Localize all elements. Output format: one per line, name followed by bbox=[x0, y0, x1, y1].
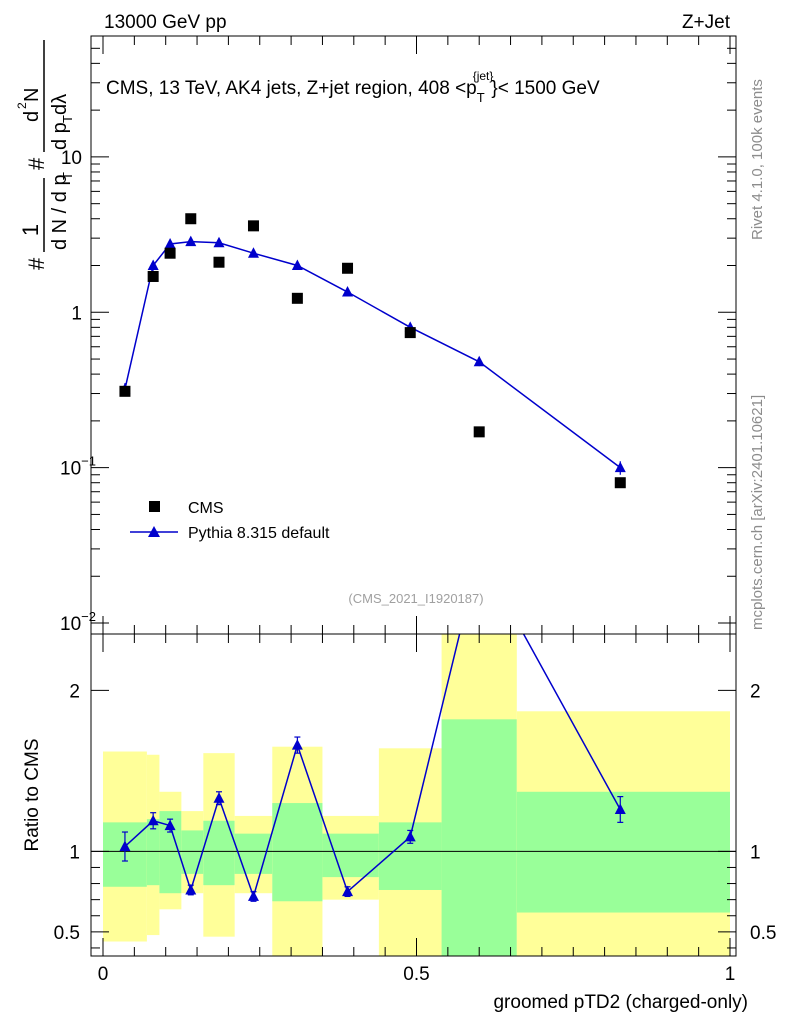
analysis-reference: (CMS_2021_I1920187) bbox=[348, 591, 483, 606]
cms-point bbox=[119, 385, 131, 397]
pythia-point bbox=[185, 235, 197, 247]
x-axis-label: groomed pTD2 (charged-only) bbox=[493, 992, 748, 1013]
pythia-point bbox=[247, 247, 259, 258]
ylabel-mid: # bbox=[24, 157, 49, 170]
ratio-band-green bbox=[146, 819, 160, 886]
ylabel-num-2: d bbox=[21, 111, 43, 122]
cms-point bbox=[147, 270, 159, 282]
ylabel-prefix: # bbox=[24, 257, 49, 270]
x-tick-label: 0 bbox=[98, 964, 109, 985]
ratio-plot: 0.5 0.5 1 1 2 2 0 0.5 1 Ratio to CMS groomed pT… bbox=[22, 548, 776, 1013]
ratio-point bbox=[247, 890, 259, 901]
cms-point bbox=[164, 247, 176, 259]
ratio-y-tick-label-left: 1 bbox=[69, 842, 80, 863]
pythia-point bbox=[164, 238, 176, 249]
ratio-y-tick-label-right: 2 bbox=[750, 681, 761, 702]
cms-point bbox=[291, 292, 303, 304]
main-y-tick-label: 1 bbox=[71, 303, 82, 324]
ylabel-den-1: d N / d p bbox=[49, 174, 71, 250]
pythia-point bbox=[342, 286, 354, 297]
x-tick-label: 0.5 bbox=[403, 964, 429, 985]
ratio-y-tick-label-left: 0.5 bbox=[54, 923, 80, 944]
pythia-point bbox=[614, 461, 626, 473]
ratio-point bbox=[474, 548, 485, 559]
ratio-band-green bbox=[234, 833, 273, 874]
ratio-point bbox=[164, 819, 176, 831]
ratio-point bbox=[404, 830, 416, 842]
cms-point bbox=[473, 426, 485, 438]
ylabel-den-2-sub: T bbox=[60, 115, 75, 123]
ratio-band-green bbox=[441, 719, 517, 956]
legend-cms-marker bbox=[149, 501, 160, 512]
cms-point bbox=[614, 477, 626, 489]
ylabel-num-1: 1 bbox=[18, 224, 43, 236]
ratio-y-tick-label-right: 1 bbox=[750, 842, 761, 863]
side-label-bottom: mcplots.cern.ch [arXiv:2401.10621] bbox=[749, 395, 766, 630]
pythia-point bbox=[213, 236, 225, 248]
ratio-point bbox=[342, 885, 354, 897]
ylabel-num-2-sup: 2 bbox=[15, 102, 29, 109]
pythia-point bbox=[147, 259, 159, 271]
header-right: Z+Jet bbox=[682, 12, 731, 33]
cms-point bbox=[342, 262, 354, 274]
ratio-y-tick-label-right: 0.5 bbox=[750, 923, 776, 944]
ratio-band-green bbox=[272, 803, 323, 902]
ratio-point bbox=[147, 814, 159, 826]
cms-point bbox=[185, 213, 197, 225]
main-plot-title: CMS, 13 TeV, AK4 jets, Z+jet region, 408… bbox=[106, 69, 600, 105]
ratio-point bbox=[213, 792, 225, 803]
ratio-band-green bbox=[322, 833, 379, 878]
ratio-point bbox=[291, 739, 303, 750]
cms-point bbox=[213, 256, 225, 268]
ylabel-den-2-tail: dλ bbox=[49, 94, 71, 115]
y-axis-label: # 1 d N / d p T # d 2 N d p T dλ bbox=[15, 40, 75, 270]
ratio-y-tick-label-left: 2 bbox=[69, 681, 80, 702]
ratio-plot-frame bbox=[90, 633, 737, 957]
legend-pythia-label: Pythia 8.315 default bbox=[188, 525, 330, 542]
pythia-line bbox=[124, 240, 621, 469]
main-y-tick-label: 10 bbox=[61, 148, 82, 169]
legend-pythia-marker bbox=[148, 526, 160, 537]
header-left: 13000 GeV pp bbox=[104, 12, 227, 33]
ylabel-den-1-sub: T bbox=[60, 172, 75, 180]
cms-point bbox=[247, 220, 259, 232]
ratio-y-axis-label: Ratio to CMS bbox=[22, 739, 43, 852]
pythia-point bbox=[291, 259, 303, 271]
ratio-point bbox=[119, 840, 131, 852]
ratio-band-green bbox=[159, 811, 182, 894]
legend: CMS Pythia 8.315 default bbox=[130, 500, 330, 542]
ratio-point bbox=[185, 883, 197, 895]
ylabel-den-2: d p bbox=[49, 122, 71, 150]
ratio-point bbox=[614, 803, 626, 814]
pythia-point bbox=[473, 355, 485, 367]
ylabel-num-2-tail: N bbox=[21, 88, 43, 102]
legend-cms-label: CMS bbox=[188, 500, 224, 517]
ratio-band-green bbox=[181, 830, 204, 874]
x-tick-label: 1 bbox=[725, 964, 736, 985]
cms-point bbox=[404, 327, 416, 339]
side-label-top: Rivet 4.1.0, 100k events bbox=[749, 79, 766, 240]
main-y-tick-label: 10−1 bbox=[60, 454, 96, 480]
